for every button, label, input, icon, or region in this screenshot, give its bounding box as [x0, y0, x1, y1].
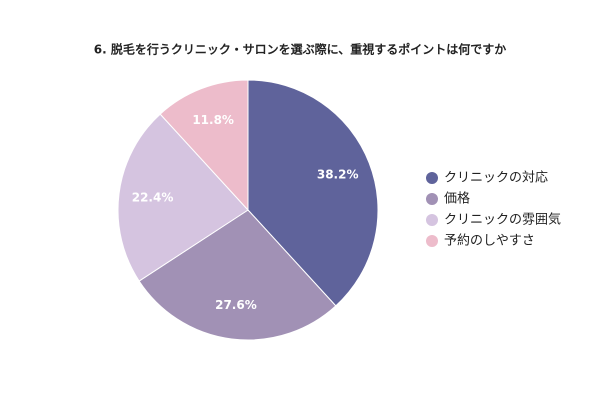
pie-slice: [159, 79, 249, 212]
legend-label: 価格: [444, 191, 470, 207]
legend-label: 予約のしやすさ: [444, 234, 535, 249]
legend-label: クリニックの雰囲気: [444, 212, 561, 228]
legend-swatch: [426, 214, 438, 226]
value-label: 11.8%: [192, 113, 234, 127]
pie-slice: [117, 113, 249, 282]
legend-swatch: [426, 172, 438, 184]
legend-label: クリニックの対応: [444, 171, 548, 186]
pie-slice: [138, 209, 337, 341]
pie-slice: [247, 79, 379, 307]
value-label: 38.2%: [317, 168, 359, 182]
chart-title: 6. 脱毛を行うクリニック・サロンを選ぶ際に、重視するポイントは何ですか: [94, 42, 507, 57]
legend-swatch: [426, 193, 438, 205]
value-label: 22.4%: [132, 190, 174, 204]
legend-swatch: [426, 235, 438, 247]
value-label: 27.6%: [215, 298, 257, 312]
